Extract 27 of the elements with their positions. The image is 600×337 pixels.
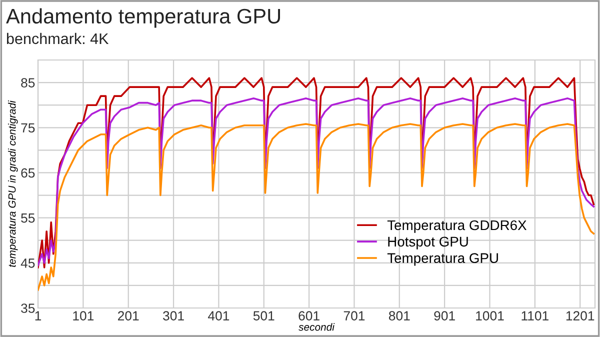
y-tick-label: 65 <box>21 168 35 178</box>
x-tick-label: 401 <box>208 311 230 320</box>
x-tick-label: 701 <box>344 311 365 320</box>
x-tick-label: 201 <box>118 311 139 320</box>
x-tick-label: 601 <box>298 311 320 320</box>
chart-subtitle: benchmark: 4K <box>6 32 109 44</box>
legend-label: Temperatura GDDR6X <box>387 220 527 233</box>
y-tick-label: 45 <box>20 258 35 268</box>
y-tick-label: 75 <box>21 123 35 133</box>
x-tick-label: 1101 <box>522 311 548 320</box>
line-series <box>38 123 595 291</box>
legend-label: Hotspot GPU <box>388 236 468 250</box>
x-tick-label: 1 <box>35 311 42 320</box>
legend-label: Temperatura GPU <box>387 253 498 266</box>
x-tick-label: 1001 <box>476 311 504 320</box>
chart-title: Andamento temperatura GPU <box>6 8 280 28</box>
x-tick-label: 301 <box>163 311 184 320</box>
x-tick-label: 1201 <box>566 311 594 320</box>
x-tick-label: 901 <box>434 311 455 320</box>
x-tick-label: 101 <box>73 311 94 320</box>
x-tick-label: 801 <box>388 311 410 320</box>
y-axis-title: temperatura GPU in gradi centigradi <box>8 100 18 267</box>
x-axis-title: secondi <box>298 323 335 331</box>
y-tick-label: 85 <box>21 78 35 88</box>
y-tick-label: 35 <box>21 304 35 313</box>
x-tick-label: 501 <box>253 311 274 320</box>
y-tick-label: 55 <box>21 214 35 223</box>
